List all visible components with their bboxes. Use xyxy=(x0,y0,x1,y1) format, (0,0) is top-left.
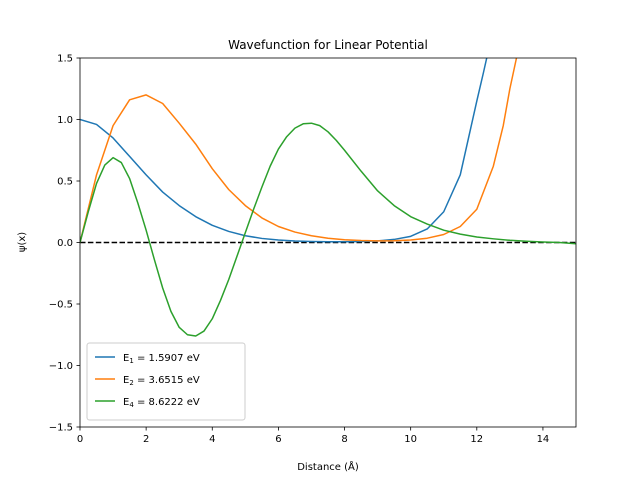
y-tick-label: −1.5 xyxy=(49,423,73,434)
x-tick-label: 8 xyxy=(341,434,347,445)
x-tick-label: 12 xyxy=(470,434,483,445)
x-tick-label: 0 xyxy=(77,434,83,445)
x-tick-label: 6 xyxy=(275,434,281,445)
legend-label-main: E xyxy=(123,397,129,408)
legend-entry-3: E4 = 8.6222 eV xyxy=(123,397,200,409)
legend-label-rest: = 3.6515 eV xyxy=(134,375,200,386)
legend-box xyxy=(86,342,246,421)
x-tick-label: 4 xyxy=(209,434,215,445)
x-tick-label: 10 xyxy=(404,434,417,445)
legend-label-subscript: 4 xyxy=(129,401,134,409)
legend-label-main: E xyxy=(123,375,129,386)
series-line-3 xyxy=(80,122,576,337)
legend-label-rest: = 1.5907 eV xyxy=(134,353,200,364)
y-tick-label: 0.0 xyxy=(57,238,73,249)
legend-label-subscript: 2 xyxy=(129,379,133,387)
y-axis-label: ψ(x) xyxy=(17,232,28,252)
y-tick-label: −1.0 xyxy=(49,361,73,372)
legend-entry-2: E2 = 3.6515 eV xyxy=(123,375,200,387)
y-tick-label: −0.5 xyxy=(49,300,73,311)
y-tick-label: 0.5 xyxy=(57,177,73,188)
x-tick-label: 2 xyxy=(143,434,149,445)
chart-title: Wavefunction for Linear Potential xyxy=(228,38,428,52)
y-tick-label: 1.5 xyxy=(57,54,73,65)
legend-label-rest: = 8.6222 eV xyxy=(134,397,200,408)
legend-entry-1: E1 = 1.5907 eV xyxy=(123,353,200,365)
series-line-2 xyxy=(80,58,518,243)
x-tick-label: 14 xyxy=(537,434,550,445)
series-line-1 xyxy=(80,58,488,243)
legend-label-subscript: 1 xyxy=(129,357,133,365)
y-tick-label: 1.0 xyxy=(57,115,73,126)
x-axis-label: Distance (Å) xyxy=(297,460,359,473)
legend-label-main: E xyxy=(123,353,129,364)
